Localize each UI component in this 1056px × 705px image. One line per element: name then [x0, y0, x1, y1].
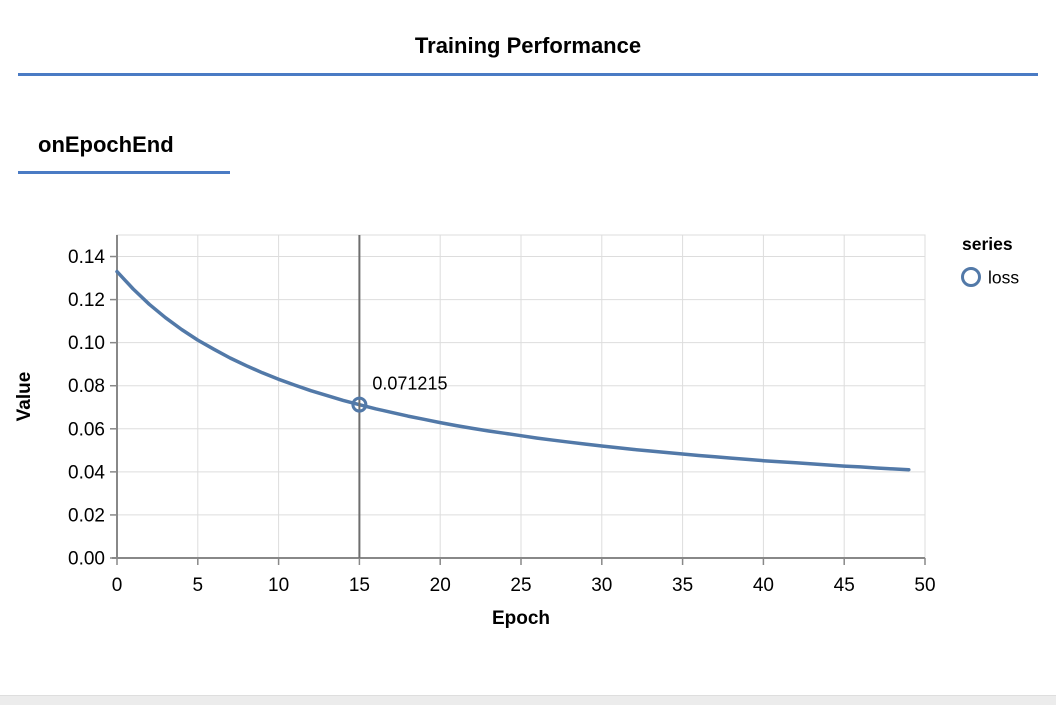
legend-loss-symbol-icon: [961, 267, 981, 287]
x-tick-label: 5: [193, 575, 204, 596]
x-tick-label: 35: [672, 575, 693, 596]
page-title: Training Performance: [414, 33, 642, 58]
y-tick-label: 0.06: [68, 419, 105, 440]
x-tick-label: 0: [112, 575, 123, 596]
x-tick-label: 15: [349, 575, 370, 596]
y-tick-label: 0.14: [68, 247, 105, 268]
x-tick-label: 30: [591, 575, 612, 596]
x-tick-label: 45: [834, 575, 855, 596]
legend-title: series: [962, 234, 1013, 254]
section-divider: [18, 171, 230, 174]
hover-point: [351, 396, 368, 413]
y-tick-label: 0.00: [68, 549, 105, 570]
training-performance-chart[interactable]: 0 5 10 15 20 25 30 35 40 45 50 0.00 0.02 0.04 0.06 0.08…: [0, 224, 1056, 636]
x-tick-label: 40: [753, 575, 774, 596]
x-tick-label: 50: [914, 575, 935, 596]
y-tick-label: 0.10: [68, 333, 105, 354]
y-tick-label: 0.12: [68, 290, 105, 311]
x-axis-title: Epoch: [492, 608, 550, 629]
chart-container: 0 5 10 15 20 25 30 35 40 45 50 0.00 0.02 0.04 0.06 0.08…: [0, 224, 1056, 641]
x-tick-label: 20: [430, 575, 451, 596]
y-tick-label: 0.08: [68, 376, 105, 397]
y-tick-label: 0.04: [68, 462, 105, 483]
y-tick-label: 0.02: [68, 505, 105, 526]
bottom-scroll-strip: [0, 695, 1056, 705]
section-heading: onEpochEnd: [38, 132, 174, 157]
x-tick-label: 25: [510, 575, 531, 596]
title-divider: [18, 73, 1038, 76]
x-tick-label: 10: [268, 575, 289, 596]
visor-surface: Training Performance onEpochEnd 0 5 10 15 20…: [0, 33, 1056, 705]
legend-loss-label: loss: [988, 268, 1019, 288]
loss-line: [115, 269, 911, 472]
tooltip-value: 0.071215: [372, 374, 447, 394]
y-axis-title: Value: [14, 372, 35, 422]
